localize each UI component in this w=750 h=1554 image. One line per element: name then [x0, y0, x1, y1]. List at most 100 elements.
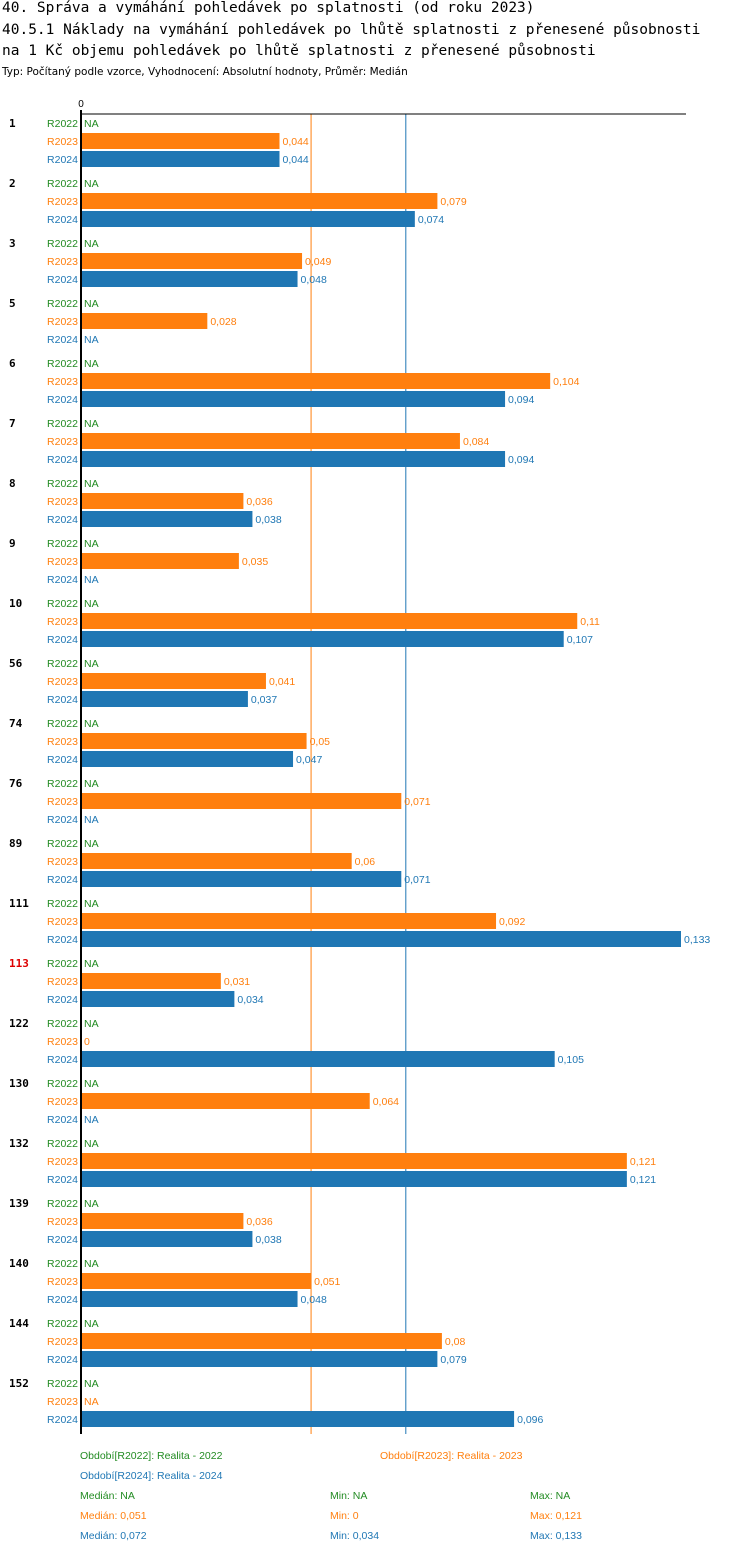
- value-label-3-r2023: 0,049: [305, 256, 331, 268]
- series-label-r2024: R2024: [47, 1354, 78, 1366]
- series-label-r2022: R2022: [47, 118, 78, 130]
- bar-89-r2024: [81, 871, 402, 887]
- series-label-r2022: R2022: [47, 1318, 78, 1330]
- value-label-76-r2022: NA: [84, 778, 99, 790]
- series-label-r2023: R2023: [47, 1036, 78, 1048]
- bar-76-r2023: [81, 793, 402, 809]
- chart-title-line-3: na 1 Kč objemu pohledávek po lhůtě splat…: [2, 43, 596, 59]
- value-label-89-r2022: NA: [84, 838, 99, 850]
- value-label-9-r2024: NA: [84, 574, 99, 586]
- bar-8-r2023: [81, 493, 244, 509]
- chart-title-line-1: 40. Správa a vymáhání pohledávek po spla…: [2, 0, 535, 16]
- value-label-10-r2022: NA: [84, 598, 99, 610]
- series-label-r2023: R2023: [47, 196, 78, 208]
- group-label-8: 8: [9, 477, 16, 490]
- series-label-r2022: R2022: [47, 1378, 78, 1390]
- bar-144-r2024: [81, 1351, 438, 1367]
- bar-3-r2023: [81, 253, 303, 269]
- bar-2-r2023: [81, 193, 438, 209]
- value-label-113-r2024: 0,034: [237, 994, 263, 1006]
- group-label-89: 89: [9, 837, 22, 850]
- stat-r2022-max: Max: NA: [530, 1490, 571, 1502]
- bar-8-r2024: [81, 511, 253, 527]
- value-label-122-r2022: NA: [84, 1018, 99, 1030]
- series-label-r2023: R2023: [47, 976, 78, 988]
- chart-title-line-2: 40.5.1 Náklady na vymáhání pohledávek po…: [2, 22, 701, 38]
- series-label-r2023: R2023: [47, 136, 78, 148]
- group-label-56: 56: [9, 657, 23, 670]
- group-label-132: 132: [9, 1137, 29, 1150]
- value-label-5-r2023: 0,028: [210, 316, 236, 328]
- value-label-8-r2022: NA: [84, 478, 99, 490]
- bar-10-r2024: [81, 631, 564, 647]
- series-label-r2024: R2024: [47, 874, 78, 886]
- value-label-6-r2023: 0,104: [553, 376, 579, 388]
- value-label-130-r2022: NA: [84, 1078, 99, 1090]
- bar-9-r2023: [81, 553, 239, 569]
- bar-122-r2024: [81, 1051, 555, 1067]
- series-label-r2023: R2023: [47, 616, 78, 628]
- value-label-152-r2022: NA: [84, 1378, 99, 1390]
- series-label-r2024: R2024: [47, 574, 78, 586]
- series-label-r2022: R2022: [47, 538, 78, 550]
- stat-r2022-min: Min: NA: [330, 1490, 368, 1502]
- bar-152-r2024: [81, 1411, 515, 1427]
- group-label-130: 130: [9, 1077, 29, 1090]
- series-label-r2023: R2023: [47, 1396, 78, 1408]
- value-label-122-r2023: 0: [84, 1036, 90, 1048]
- bar-7-r2024: [81, 451, 506, 467]
- stat-r2023-min: Min: 0: [330, 1510, 359, 1522]
- series-label-r2022: R2022: [47, 658, 78, 670]
- legend-r2022: Období[R2022]: Realita - 2022: [80, 1450, 223, 1462]
- bar-1-r2023: [81, 133, 280, 149]
- value-label-89-r2024: 0,071: [404, 874, 430, 886]
- legend-r2024: Období[R2024]: Realita - 2024: [80, 1470, 223, 1482]
- bar-139-r2023: [81, 1213, 244, 1229]
- value-label-3-r2024: 0,048: [301, 274, 327, 286]
- group-label-122: 122: [9, 1017, 29, 1030]
- value-label-140-r2022: NA: [84, 1258, 99, 1270]
- series-label-r2023: R2023: [47, 1276, 78, 1288]
- value-label-144-r2024: 0,079: [440, 1354, 466, 1366]
- value-label-2-r2024: 0,074: [418, 214, 444, 226]
- stat-r2024-median: Medián: 0,072: [80, 1530, 147, 1542]
- series-label-r2022: R2022: [47, 358, 78, 370]
- value-label-8-r2024: 0,038: [255, 514, 281, 526]
- bar-144-r2023: [81, 1333, 442, 1349]
- series-label-r2024: R2024: [47, 1174, 78, 1186]
- value-label-8-r2023: 0,036: [246, 496, 272, 508]
- value-label-1-r2022: NA: [84, 118, 99, 130]
- series-label-r2023: R2023: [47, 916, 78, 928]
- bar-56-r2023: [81, 673, 266, 689]
- bar-6-r2023: [81, 373, 551, 389]
- value-label-111-r2024: 0,133: [684, 934, 710, 946]
- series-label-r2022: R2022: [47, 238, 78, 250]
- stat-r2023-max: Max: 0,121: [530, 1510, 582, 1522]
- series-label-r2023: R2023: [47, 1216, 78, 1228]
- bar-113-r2024: [81, 991, 235, 1007]
- value-label-139-r2024: 0,038: [255, 1234, 281, 1246]
- series-label-r2024: R2024: [47, 454, 78, 466]
- group-label-3: 3: [9, 237, 16, 250]
- value-label-144-r2022: NA: [84, 1318, 99, 1330]
- value-label-113-r2023: 0,031: [224, 976, 250, 988]
- legend-r2023: Období[R2023]: Realita - 2023: [380, 1450, 523, 1462]
- group-label-7: 7: [9, 417, 16, 430]
- value-label-130-r2023: 0,064: [373, 1096, 399, 1108]
- series-label-r2024: R2024: [47, 634, 78, 646]
- value-label-132-r2024: 0,121: [630, 1174, 656, 1186]
- value-label-139-r2022: NA: [84, 1198, 99, 1210]
- group-label-6: 6: [9, 357, 16, 370]
- value-label-132-r2023: 0,121: [630, 1156, 656, 1168]
- stat-r2023-median: Medián: 0,051: [80, 1510, 147, 1522]
- bar-7-r2023: [81, 433, 460, 449]
- group-label-144: 144: [9, 1317, 29, 1330]
- value-label-74-r2022: NA: [84, 718, 99, 730]
- series-label-r2022: R2022: [47, 1018, 78, 1030]
- value-label-113-r2022: NA: [84, 958, 99, 970]
- group-label-139: 139: [9, 1197, 29, 1210]
- series-label-r2023: R2023: [47, 316, 78, 328]
- bar-74-r2024: [81, 751, 294, 767]
- series-label-r2022: R2022: [47, 718, 78, 730]
- group-label-111: 111: [9, 897, 29, 910]
